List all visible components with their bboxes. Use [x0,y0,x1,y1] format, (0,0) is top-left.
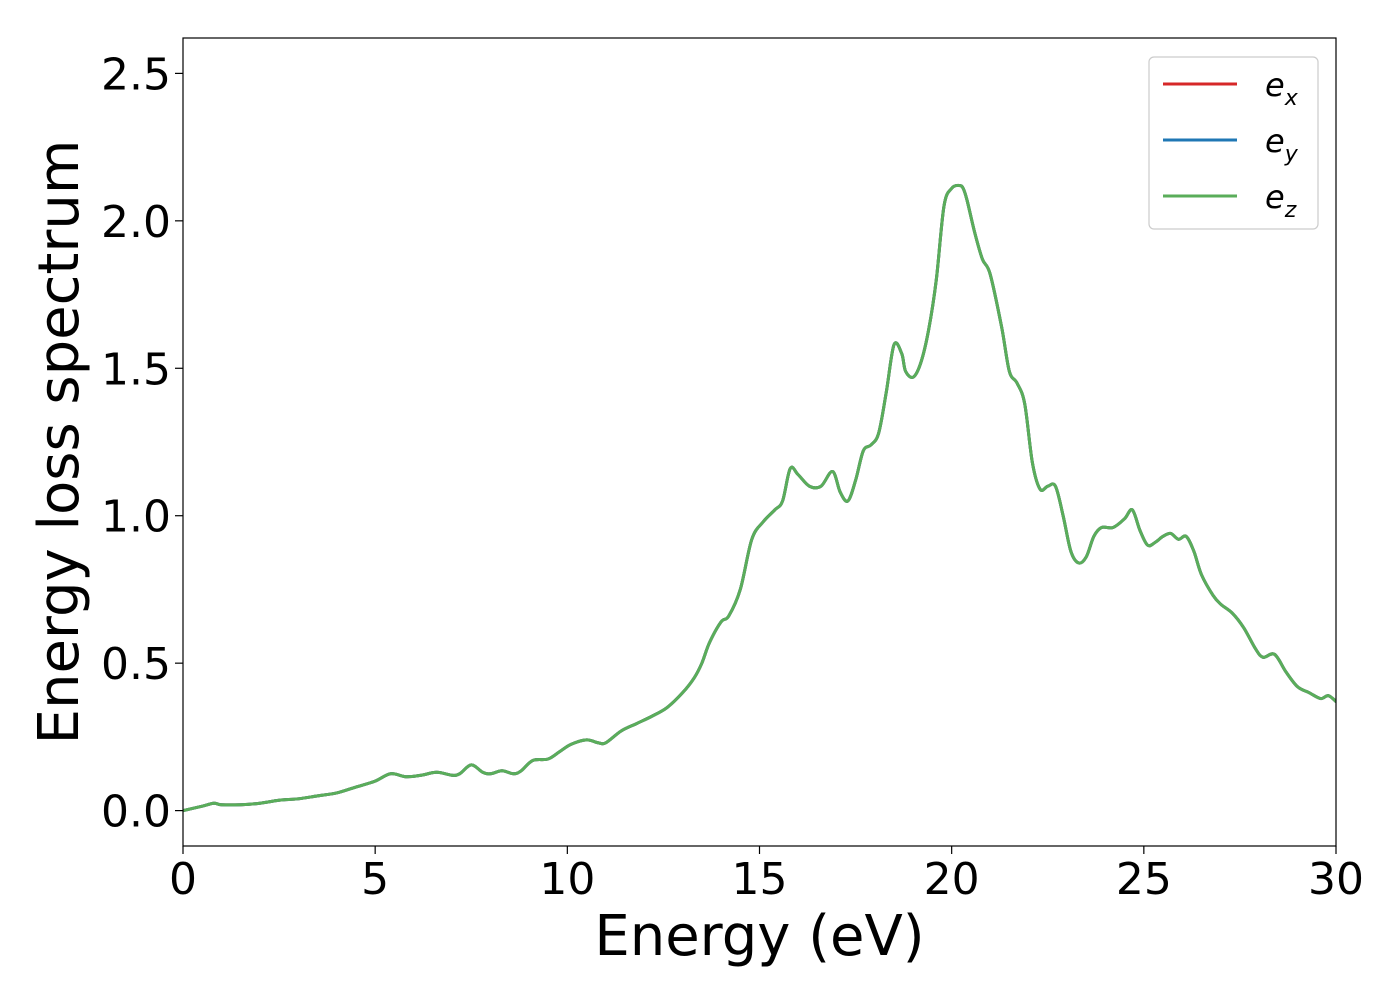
y-axis-title: Energy loss spectrum [27,140,92,745]
legend-label-z: ez [1265,178,1297,223]
y-tick-label: 2.0 [101,197,171,248]
y-axis-ticks: 0.0 0.5 1.0 1.5 2.0 2.5 [101,49,183,838]
legend-box [1148,56,1319,230]
x-tick-label: 10 [539,854,595,905]
x-tick-label: 20 [924,854,980,905]
y-tick-label: 0.0 [101,787,171,838]
x-axis-ticks: 0 5 10 15 20 25 30 [169,846,1364,905]
y-tick-label: 1.0 [101,492,171,543]
y-tick-label: 0.5 [101,639,171,690]
y-tick-label: 1.5 [101,344,171,395]
x-tick-label: 30 [1308,854,1364,905]
x-tick-label: 25 [1116,854,1172,905]
x-tick-label: 0 [169,854,197,905]
x-tick-label: 5 [361,854,389,905]
series-layer [183,183,1336,813]
series-line-ex [183,183,1336,813]
y-tick-label: 2.5 [101,49,171,100]
x-tick-label: 15 [732,854,788,905]
x-axis-title: Energy (eV) [594,904,924,969]
series-line-ez [183,183,1336,813]
series-line-ey [183,183,1336,813]
